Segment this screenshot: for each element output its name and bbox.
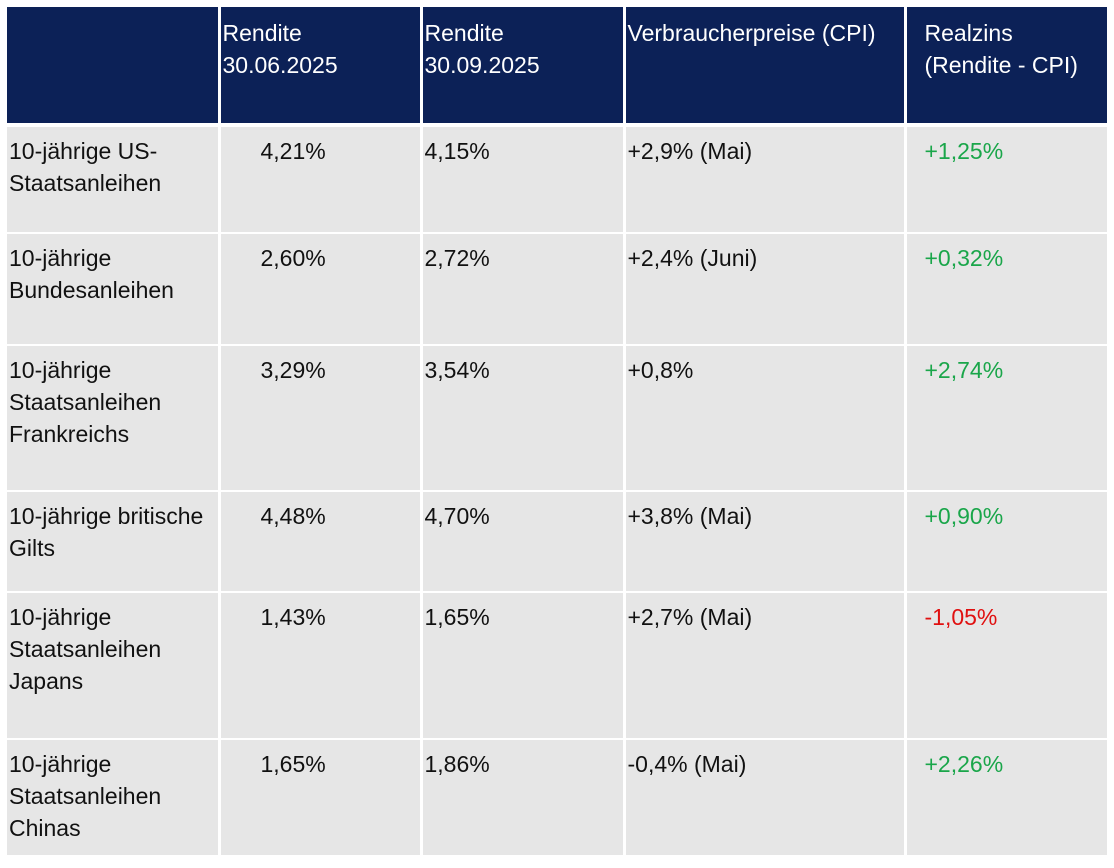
table-row: 10-jährige britische Gilts 4,48% 4,70% +3,8… [7,491,1107,593]
table-cell: +0,32% [905,233,1107,346]
table-cell: +2,26% [905,739,1107,857]
yield-table: Rendite 30.06.2025 Rendite 30.09.2025 Verb… [7,7,1107,857]
table-row: 10-jährige Staatsanleihen Japans 1,43% 1,6… [7,592,1107,740]
row-label: 10-jährige britische Gilts [7,491,221,593]
row-label: 10-jährige Staatsanleihen Frankreichs [7,345,221,492]
header-cell: Realzins (Rendite - CPI) [905,7,1107,125]
header-cell: Rendite 30.06.2025 [219,7,423,125]
table-row: 10-jährige US-Staatsanleihen 4,21% 4,15% +2… [7,125,1107,234]
table-cell: +2,4% (Juni) [624,233,907,346]
row-label: 10-jährige Staatsanleihen Japans [7,592,221,740]
table-cell: -1,05% [905,592,1107,740]
table-cell: 2,60% [219,233,423,346]
table-cell: 1,43% [219,592,423,740]
header-cell: Verbraucherpreise (CPI) [624,7,907,125]
table-cell: 3,29% [219,345,423,492]
table-cell: +0,8% [624,345,907,492]
table-cell: 3,54% [421,345,626,492]
header-row: Rendite 30.06.2025 Rendite 30.09.2025 Verb… [7,7,1107,125]
table-cell: +3,8% (Mai) [624,491,907,593]
table-header: Rendite 30.06.2025 Rendite 30.09.2025 Verb… [7,7,1107,125]
table-row: 10-jährige Staatsanleihen Frankreichs 3,2… [7,345,1107,492]
header-cell: Rendite 30.09.2025 [421,7,626,125]
row-label: 10-jährige Bundesanleihen [7,233,221,346]
table-row: 10-jährige Bundesanleihen 2,60% 2,72% +2,4%… [7,233,1107,346]
table-cell: +2,9% (Mai) [624,125,907,234]
table-cell: 2,72% [421,233,626,346]
table-row: 10-jährige Staatsanleihen Chinas 1,65% 1,8… [7,739,1107,857]
table-cell: 4,48% [219,491,423,593]
header-cell [7,7,221,125]
table-cell: 4,21% [219,125,423,234]
table-cell: +1,25% [905,125,1107,234]
table-cell: +2,74% [905,345,1107,492]
table-cell: -0,4% (Mai) [624,739,907,857]
table-body: 10-jährige US-Staatsanleihen 4,21% 4,15% +2… [7,125,1107,857]
row-label: 10-jährige Staatsanleihen Chinas [7,739,221,857]
table-cell: +0,90% [905,491,1107,593]
table-cell: 1,65% [219,739,423,857]
table-cell: 4,15% [421,125,626,234]
table-cell: +2,7% (Mai) [624,592,907,740]
table-container: Rendite 30.06.2025 Rendite 30.09.2025 Verb… [7,7,1107,857]
row-label: 10-jährige US-Staatsanleihen [7,125,221,234]
table-cell: 1,65% [421,592,626,740]
table-cell: 4,70% [421,491,626,593]
table-cell: 1,86% [421,739,626,857]
